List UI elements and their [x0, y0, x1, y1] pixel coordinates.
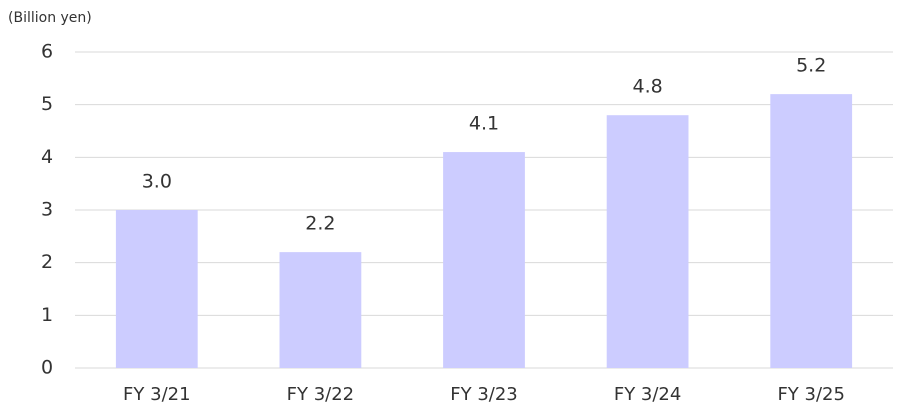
x-tick-label: FY 3/23 — [450, 384, 518, 405]
data-label: 5.2 — [796, 55, 826, 77]
y-axis-label: (Billion yen) — [8, 10, 92, 26]
bar — [443, 152, 525, 368]
y-tick-label: 5 — [41, 93, 53, 115]
y-tick-label: 0 — [41, 357, 53, 379]
y-tick-label: 4 — [41, 146, 53, 168]
data-label: 2.2 — [305, 213, 335, 235]
data-label: 4.8 — [632, 76, 662, 98]
data-label: 4.1 — [469, 113, 499, 135]
x-tick-label: FY 3/21 — [123, 384, 191, 405]
x-tick-label: FY 3/25 — [777, 384, 845, 405]
data-label: 3.0 — [142, 171, 172, 193]
bar — [279, 252, 362, 368]
y-tick-label: 2 — [41, 251, 53, 273]
y-tick-label: 3 — [41, 199, 53, 221]
bar — [770, 94, 853, 368]
x-tick-label: FY 3/24 — [614, 384, 682, 405]
x-tick-label: FY 3/22 — [287, 384, 355, 405]
y-tick-label: 1 — [41, 304, 53, 326]
bar — [606, 115, 689, 368]
bar — [115, 210, 198, 368]
y-tick-label: 6 — [41, 41, 53, 63]
